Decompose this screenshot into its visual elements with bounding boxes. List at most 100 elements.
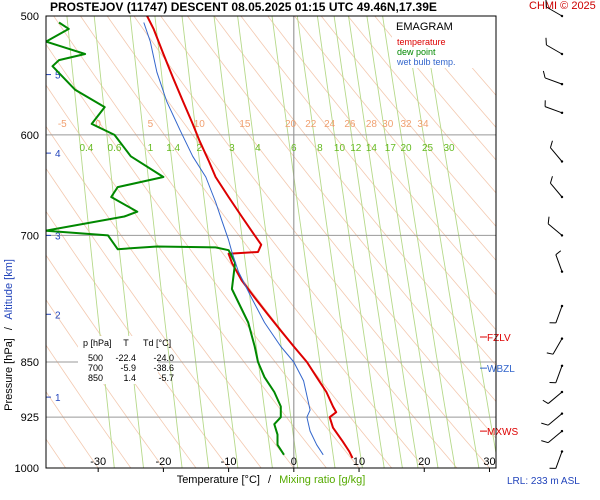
mixing-ratio-label: 6 [291,143,297,154]
barb-staff [555,305,563,324]
wind-barb [545,37,564,56]
dry-adiabat-line [485,0,600,481]
legend-entry: wet bulb temp. [396,57,456,67]
barb-staff [555,451,563,469]
barb-staff [544,77,563,85]
barb-flag [545,37,547,46]
theta-label: 32 [400,119,412,130]
barb-dot [560,364,564,367]
pressure-tick-label: 1000 [15,463,39,475]
mixing-ratio-line [348,16,419,468]
mixing-ratio-line [366,16,439,468]
dry-adiabat-line [427,16,496,96]
table-box [78,336,158,384]
dry-adiabat-line [46,299,164,468]
wind-barb [542,390,564,404]
dry-adiabat-line [213,16,496,366]
mixing-ratio-line [404,16,480,468]
temperature-tick-label: -30 [90,456,106,468]
barb-staff [547,430,563,444]
dry-adiabat-line [46,210,230,468]
barb-dot [560,390,564,394]
dry-adiabat-line [454,16,496,65]
pressure-tick-label: 500 [21,11,39,23]
legend-entry: dew point [397,47,436,57]
barb-dot [560,270,564,273]
dry-adiabat-line [374,16,496,161]
mixing-ratio-label: 14 [366,143,378,154]
barb-dot [560,82,564,86]
barb-flag [544,100,546,107]
theta-label: 34 [417,119,429,130]
dry-adiabat-line [267,16,496,296]
dry-adiabat-line [565,0,600,481]
dry-adiabat-line [133,16,491,468]
dry-adiabat-line [512,0,600,481]
mixing-ratio-line [237,16,299,468]
barb-staff [550,147,563,162]
table-cell: -24.0 [153,353,174,363]
mixing-ratio-label: 3 [229,143,235,154]
barb-dot [560,111,564,115]
theta-label: 20 [285,119,297,130]
theta-label: 28 [366,119,378,130]
mixing-ratio-line [154,16,210,468]
theta-label: 26 [344,119,356,130]
table-cell: 850 [88,373,103,383]
wind-barb [541,429,564,444]
background-lines [46,0,600,481]
barb-staff [555,365,563,383]
temperature-tick-label: 30 [483,456,495,468]
theta-label: -5 [58,119,67,130]
mixing-ratio-label: 1 [148,143,154,154]
barb-staff [546,44,563,55]
barb-flag [542,70,546,79]
barb-flag [555,250,562,256]
mixing-ratio-label: 1.4 [166,143,180,154]
dry-adiabat-line [186,16,496,403]
barb-staff [552,338,563,355]
dry-adiabat-line [46,391,99,468]
table-cell: -38.6 [153,363,174,373]
theta-label: 30 [382,119,394,130]
mixing-ratio-label: 12 [350,143,362,154]
theta-label: 0 [95,119,101,130]
barb-staff [546,6,563,17]
marker-label: FZLV [487,333,511,344]
wind-barb [547,216,564,237]
mixing-ratio-label: 17 [385,143,397,154]
barb-dot [560,160,564,163]
theta-label: 10 [194,119,206,130]
dry-adiabat-line [160,16,496,439]
pressure-tick-label: 925 [21,412,39,424]
barb-staff [555,254,563,272]
chart-title: PROSTEJOV (11747) DESCENT 08.05.2025 01:… [50,0,437,14]
mixing-ratio-line [382,16,456,468]
altitude-tick-label: 2 [55,310,61,321]
mixing-ratio-label: 25 [422,143,434,154]
table-header: Td [°C] [143,338,171,348]
mixing-ratio-line [213,16,273,468]
table-cell: -5.9 [120,363,136,373]
barb-dot [560,412,564,415]
mixing-ratio-label: 2 [196,143,202,154]
mixing-ratio-line [316,16,385,468]
altitude-tick-label: 5 [55,71,61,82]
mixing-ratio-line [129,16,183,468]
barb-staff [547,391,563,404]
dry-adiabat-line [591,0,600,481]
barb-flag [541,440,549,444]
dry-adiabat-line [46,254,197,468]
dry-adiabat-line [320,16,496,227]
pressure-tick-label: 850 [21,357,39,369]
barb-flag [549,467,556,469]
wind-barb [546,337,564,355]
temperature-tick-label: -10 [221,456,237,468]
mixing-ratio-label: 20 [400,143,412,154]
temperature-tick-label: 20 [418,456,430,468]
dry-adiabat-line [481,16,496,34]
dry-adiabat-line [293,16,496,261]
theta-label: 24 [324,119,336,130]
barb-staff [547,413,563,426]
